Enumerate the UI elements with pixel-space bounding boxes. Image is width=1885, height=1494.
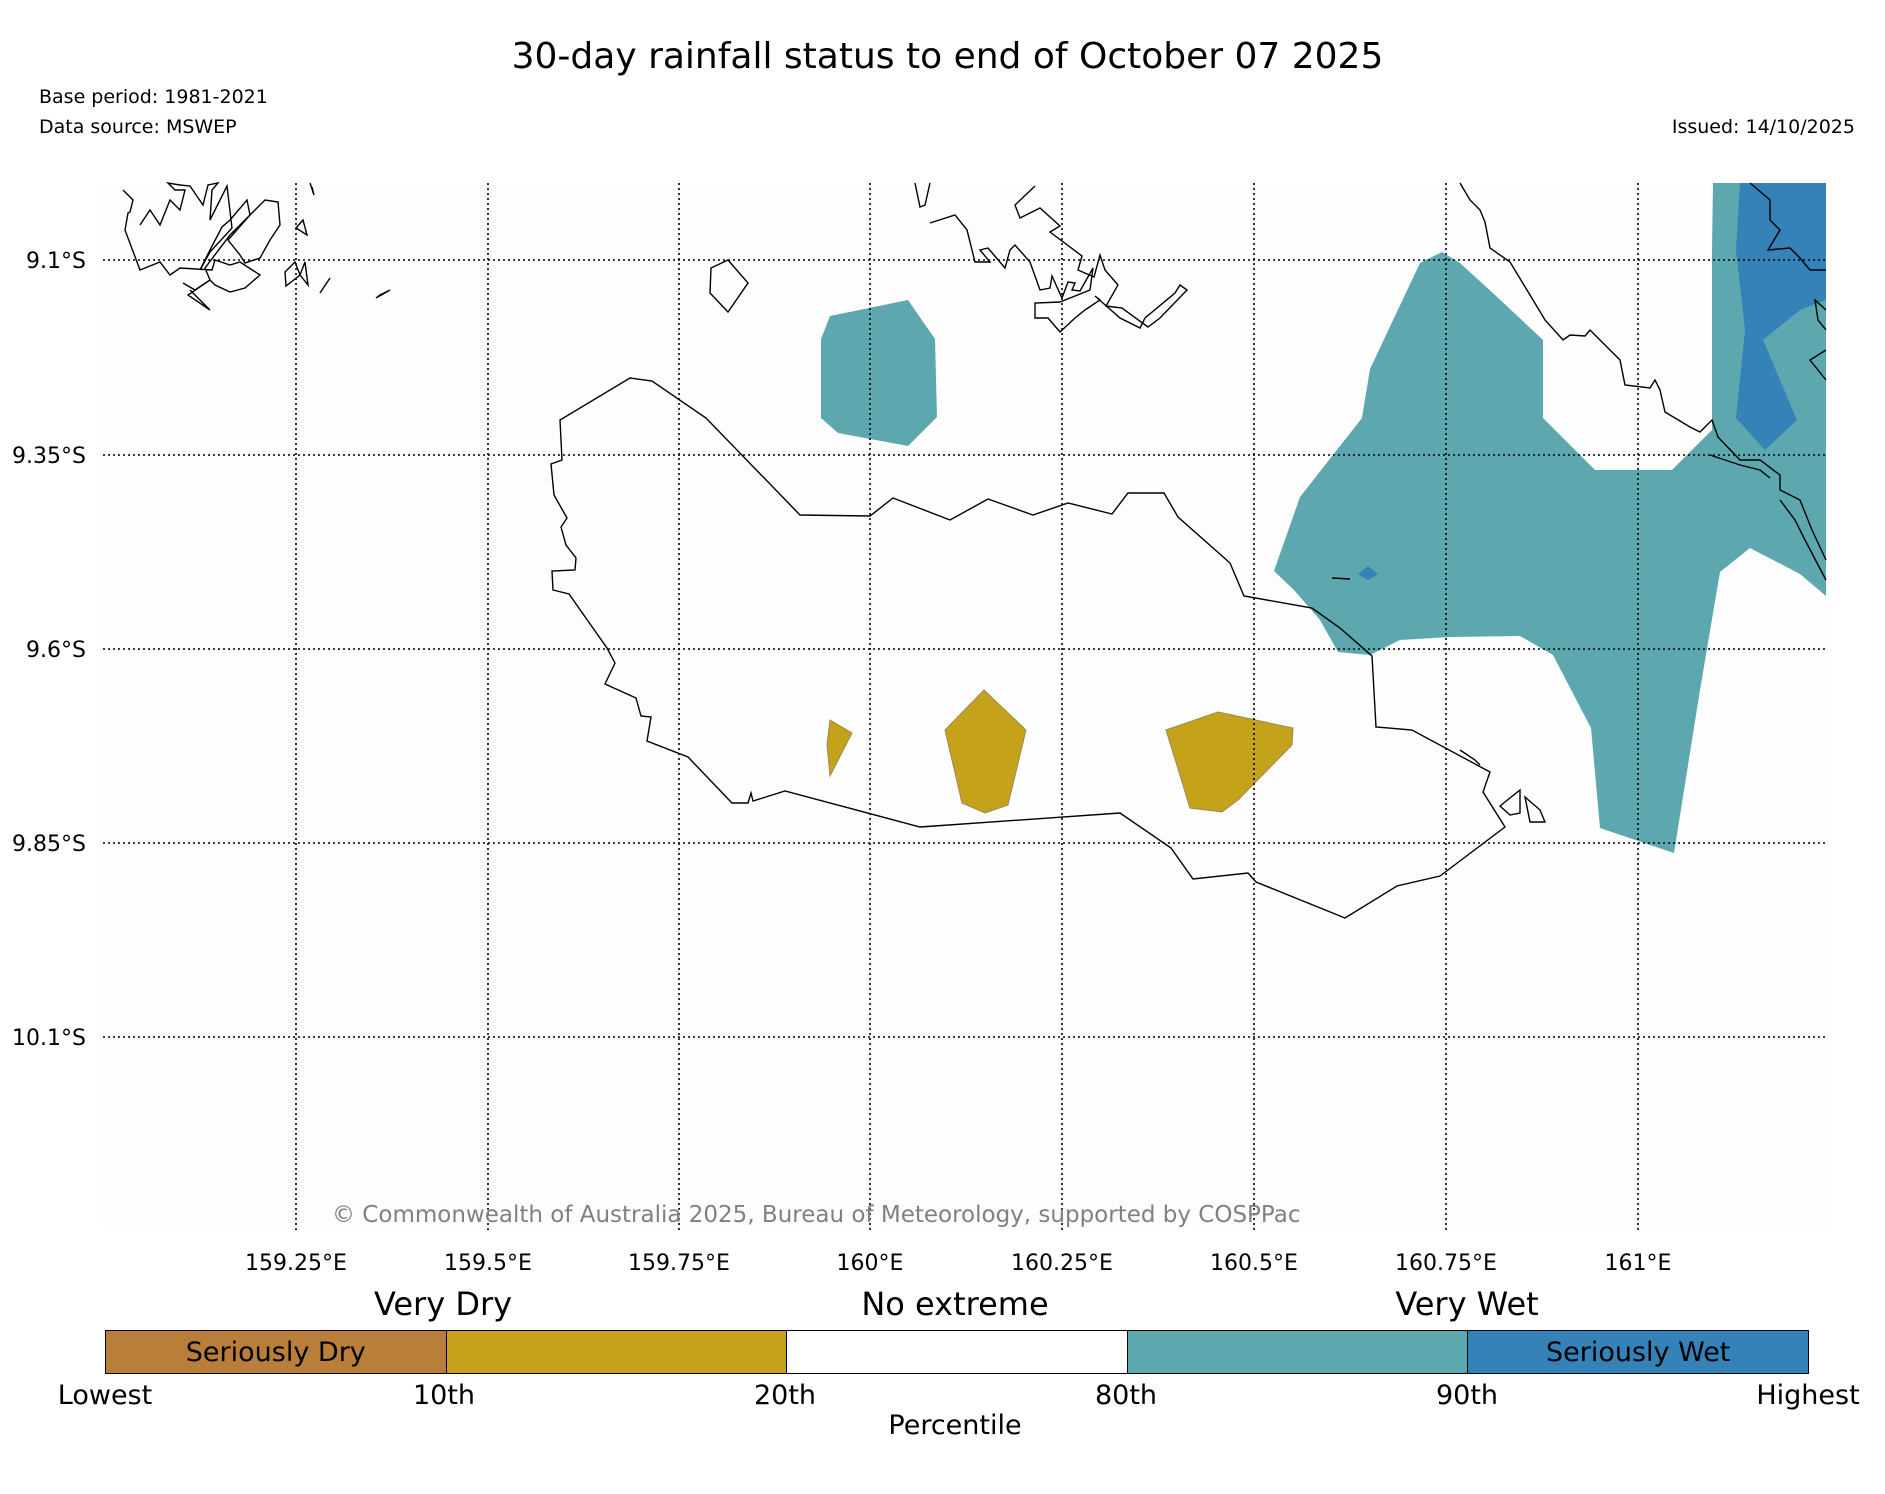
- latitude-label: 9.1°S: [26, 249, 86, 274]
- tick-lowest: Lowest: [57, 1380, 153, 1411]
- longitude-label: 161°E: [1605, 1251, 1672, 1276]
- north-islet: [1331, 577, 1351, 580]
- coastlines: [122, 181, 1827, 919]
- rainfall-map: 9.1°S9.35°S9.6°S9.85°S10.1°S 159.25°E 159…: [12, 181, 1827, 1276]
- tick-90th: 90th: [1435, 1380, 1499, 1411]
- very-wet-region-east: [1274, 183, 1826, 853]
- seriously-wet-speck: [1358, 566, 1378, 580]
- longitude-label: 160.25°E: [1011, 1251, 1113, 1276]
- east-islet-2: [1523, 795, 1547, 823]
- small-island-1: [709, 259, 749, 314]
- chart-title: 30-day rainfall status to end of October…: [511, 36, 1384, 77]
- longitude-label: 160.75°E: [1395, 1251, 1497, 1276]
- very-dry-region-1: [826, 719, 853, 778]
- shaded-regions: [821, 183, 1826, 853]
- legend-category-no-extreme: No extreme: [861, 1285, 1049, 1323]
- small-island-6: [294, 218, 309, 237]
- data-source: Data source: MSWEP: [39, 116, 237, 138]
- tick-80th: 80th: [1094, 1380, 1158, 1411]
- longitude-labels: 159.25°E 159.5°E 159.75°E 160°E 160.25°E 160.…: [245, 1251, 1671, 1276]
- small-island-7: [309, 182, 315, 196]
- latitude-label: 9.35°S: [12, 444, 86, 469]
- guadalcanal-coastline: [550, 377, 1506, 919]
- east-islet-1: [1498, 788, 1521, 816]
- longitude-label: 159.75°E: [628, 1251, 730, 1276]
- latitude-label: 9.85°S: [12, 832, 86, 857]
- small-island-2: [284, 260, 301, 288]
- colorbar-cell: Seriously Wet: [1467, 1330, 1809, 1374]
- issued-date: Issued: 14/10/2025: [1671, 116, 1855, 138]
- longitude-label: 160.5°E: [1210, 1251, 1298, 1276]
- colorbar-cell: [445, 1330, 788, 1374]
- base-period: Base period: 1981-2021: [39, 86, 268, 108]
- malaita-east-coastline: [1709, 182, 1827, 581]
- malaita-coastline: [1459, 182, 1827, 561]
- small-island-3: [299, 261, 310, 288]
- tick-highest: Highest: [1756, 1380, 1860, 1411]
- tick-20th: 20th: [753, 1380, 817, 1411]
- small-island-5: [375, 289, 391, 299]
- very-wet-region-northwest: [821, 300, 937, 446]
- colorbar-cell: [786, 1330, 1128, 1374]
- legend-category-very-dry: Very Dry: [373, 1285, 513, 1323]
- map-background: [103, 183, 1826, 1230]
- east-coast-segment: [1459, 749, 1481, 766]
- small-island-4: [319, 277, 331, 294]
- tick-10th: 10th: [412, 1380, 476, 1411]
- copyright-notice: © Commonwealth of Australia 2025, Bureau…: [332, 1202, 1301, 1228]
- latitude-label: 9.6°S: [26, 638, 86, 663]
- longitude-label: 159.25°E: [245, 1251, 347, 1276]
- latitude-labels: 9.1°S 9.35°S 9.6°S 9.85°S 10.1°S: [12, 249, 86, 1051]
- colorbar-cell: [1126, 1330, 1469, 1374]
- longitude-label: 159.5°E: [444, 1251, 532, 1276]
- latitude-label: 10.1°S: [12, 1026, 86, 1051]
- very-dry-region-3: [1165, 711, 1294, 813]
- very-dry-region-2: [944, 689, 1027, 814]
- graticule: [103, 183, 1826, 1230]
- florida-islands-coastline: [914, 182, 1189, 334]
- percentile-axis-label: Percentile: [888, 1410, 1022, 1441]
- legend-category-very-wet: Very Wet: [1395, 1285, 1539, 1323]
- colorbar-cell: Seriously Dry: [105, 1330, 447, 1374]
- russell-islands-coastline: [122, 181, 281, 311]
- seriously-wet-region-east: [1736, 183, 1826, 450]
- longitude-label: 160°E: [837, 1251, 904, 1276]
